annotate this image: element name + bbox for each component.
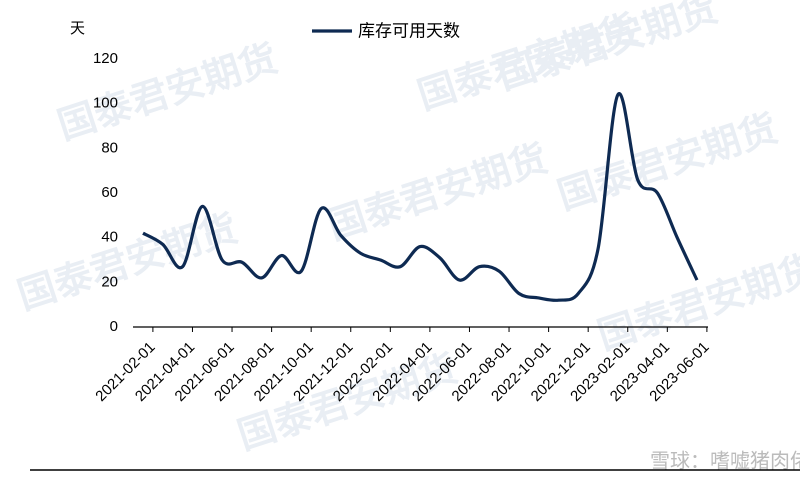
y-tick-label: 40: [101, 229, 118, 246]
watermark: 国泰君安期货: [13, 208, 243, 318]
y-tick-label: 20: [101, 273, 118, 290]
watermark: 国泰君安期货: [53, 38, 283, 148]
watermark: 国泰君安期货: [323, 138, 553, 248]
y-tick-label: 60: [101, 184, 118, 201]
watermark: 国泰君安期货: [553, 108, 783, 218]
y-tick-label: 0: [110, 318, 118, 335]
y-tick-label: 120: [93, 50, 118, 67]
y-tick-label: 80: [101, 139, 118, 156]
y-tick-label: 100: [93, 95, 118, 112]
line: [142, 92, 699, 302]
legend-label: 库存可用天数: [358, 21, 460, 40]
watermark: 国泰君安期货: [233, 348, 463, 458]
footer: 雪球：嗜嘘猪肉佬: [650, 449, 800, 472]
y-unit: 天: [70, 20, 85, 37]
